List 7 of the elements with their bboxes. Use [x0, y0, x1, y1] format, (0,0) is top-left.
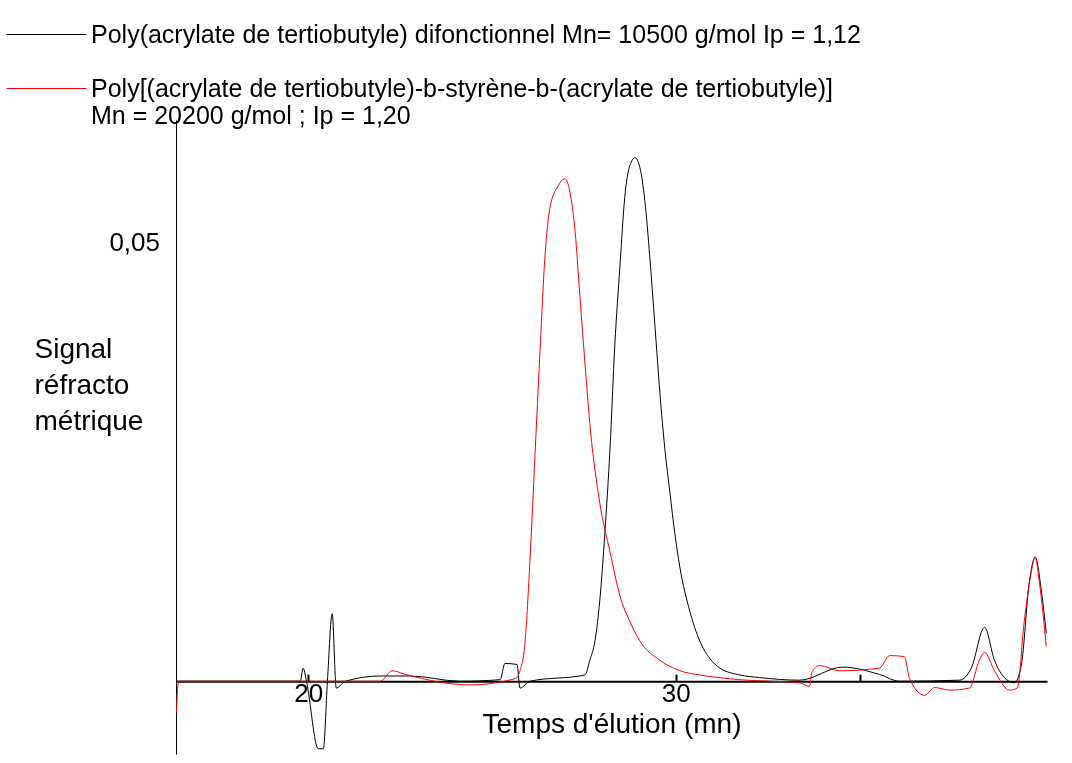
x-tick-label: 20: [294, 677, 324, 708]
x-tick-label: 30: [661, 677, 691, 708]
legend-label: Poly(acrylate de tertiobutyle) difonctionnel Mn= 10500 g/mol Ip = 1,12: [91, 19, 861, 48]
legend-label: Poly[(acrylate de tertiobutyle)-b-styrène-b-(acrylate de tertiobutyle)] Mn = 20200 g/mol ; Ip = 1,20: [91, 73, 833, 129]
y-axis-title: Signal réfracto métrique: [34, 332, 144, 436]
text: 0,05: [109, 227, 160, 257]
x-axis-title: Temps d'élution (mn): [482, 707, 742, 739]
